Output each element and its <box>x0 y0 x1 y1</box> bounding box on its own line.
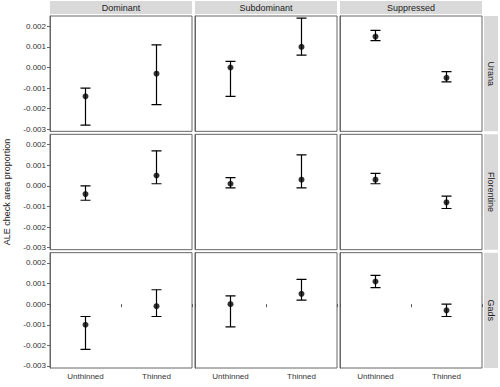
svg-text:Gads: Gads <box>486 300 496 322</box>
svg-text:0.001: 0.001 <box>26 161 47 170</box>
svg-text:Florentine: Florentine <box>486 172 496 212</box>
svg-text:0.001: 0.001 <box>26 279 47 288</box>
svg-text:Thinned: Thinned <box>287 372 316 381</box>
svg-text:-0.003: -0.003 <box>23 125 46 134</box>
svg-text:Unthinned: Unthinned <box>357 372 393 381</box>
svg-text:Thinned: Thinned <box>142 372 171 381</box>
svg-text:-0.003: -0.003 <box>23 361 46 370</box>
svg-text:Dominant: Dominant <box>102 3 141 13</box>
svg-text:0.001: 0.001 <box>26 42 47 51</box>
svg-text:0.002: 0.002 <box>26 140 47 149</box>
svg-text:-0.001: -0.001 <box>23 202 46 211</box>
svg-text:-0.003: -0.003 <box>23 243 46 252</box>
svg-text:0.000: 0.000 <box>26 181 47 190</box>
svg-text:0.000: 0.000 <box>26 300 47 309</box>
svg-text:-0.001: -0.001 <box>23 320 46 329</box>
svg-text:ALE check area proportion: ALE check area proportion <box>2 139 12 246</box>
svg-text:-0.002: -0.002 <box>23 223 46 232</box>
svg-text:0.002: 0.002 <box>26 258 47 267</box>
svg-text:0.002: 0.002 <box>26 22 47 31</box>
svg-text:Thinned: Thinned <box>432 372 461 381</box>
svg-text:-0.002: -0.002 <box>23 104 46 113</box>
svg-text:Unthinned: Unthinned <box>212 372 248 381</box>
svg-text:-0.001: -0.001 <box>23 84 46 93</box>
svg-text:Unthinned: Unthinned <box>67 372 103 381</box>
svg-text:-0.002: -0.002 <box>23 341 46 350</box>
svg-text:0.000: 0.000 <box>26 63 47 72</box>
svg-text:Suppressed: Suppressed <box>387 3 435 13</box>
svg-text:Subdominant: Subdominant <box>239 3 293 13</box>
svg-text:Urana: Urana <box>486 61 496 86</box>
